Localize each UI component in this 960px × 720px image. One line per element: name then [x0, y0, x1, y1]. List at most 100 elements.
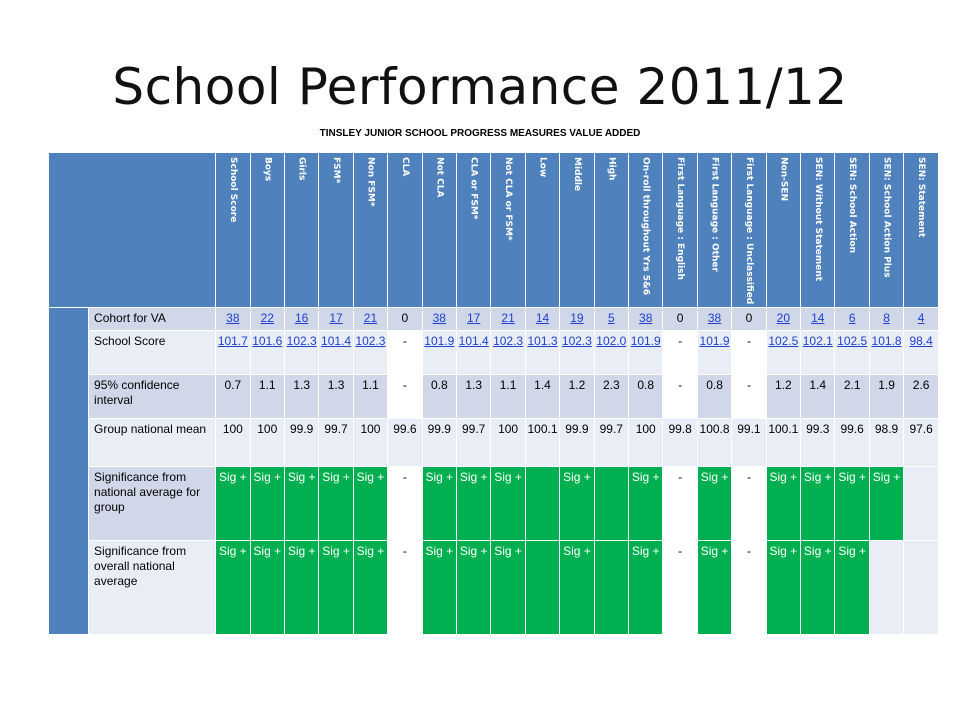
cell-value: 1.3 — [293, 378, 310, 392]
cell-value: 0 — [401, 311, 409, 325]
table-cell[interactable]: 101.9 — [421, 330, 457, 375]
table-body: Cohort for VA 38 22 16 17 21 0 38 17 21 14 19 5 38 0 38… — [47, 307, 939, 635]
table-cell: Sig + — [283, 466, 320, 541]
table-cell[interactable]: 102.1 — [800, 330, 836, 375]
table-cell[interactable]: 14 — [800, 307, 836, 331]
value-link[interactable]: 101.6 — [252, 334, 283, 348]
value-link[interactable]: 38 — [707, 311, 722, 325]
table-cell[interactable]: 20 — [765, 307, 802, 331]
value-link[interactable]: 101.3 — [527, 334, 558, 348]
table-cell[interactable]: 102.3 — [559, 330, 595, 375]
value-link[interactable]: 38 — [226, 311, 240, 325]
value-link[interactable]: 101.8 — [871, 334, 902, 348]
table-cell[interactable]: 101.9 — [696, 330, 733, 375]
value-link[interactable]: 14 — [811, 311, 825, 325]
value-link[interactable]: 102.0 — [596, 334, 627, 348]
value-link[interactable]: 101.4 — [321, 334, 352, 348]
value-link[interactable]: 102.3 — [355, 334, 386, 348]
value-link[interactable]: 102.3 — [493, 334, 524, 348]
value-link[interactable]: 19 — [570, 311, 584, 325]
table-cell: Sig + — [215, 540, 251, 635]
value-link[interactable]: 4 — [917, 311, 925, 325]
table-cell[interactable]: 22 — [249, 307, 285, 331]
value-link[interactable]: 102.5 — [837, 334, 868, 348]
table-cell[interactable]: 101.6 — [249, 330, 285, 375]
table-cell[interactable]: 17 — [318, 307, 354, 331]
table-cell[interactable]: 102.3 — [352, 330, 389, 375]
value-link[interactable]: 101.9 — [424, 334, 455, 348]
value-link[interactable]: 21 — [501, 311, 515, 325]
table-cell[interactable]: 101.4 — [318, 330, 354, 375]
value-link[interactable]: 22 — [260, 311, 274, 325]
cell-value: 100 — [257, 422, 278, 436]
table-cell[interactable]: 21 — [352, 307, 389, 331]
table-cell[interactable]: 102.3 — [490, 330, 526, 375]
value-link[interactable]: 8 — [883, 311, 890, 325]
table-cell[interactable]: 101.4 — [455, 330, 492, 375]
cell-value: 99.1 — [737, 422, 761, 436]
value-link[interactable]: 102.1 — [802, 334, 833, 348]
table-cell[interactable]: 38 — [421, 307, 457, 331]
table-cell[interactable]: 6 — [834, 307, 870, 331]
table-cell[interactable]: 21 — [490, 307, 526, 331]
table-cell[interactable]: 102.5 — [765, 330, 802, 375]
table-cell[interactable]: 5 — [593, 307, 630, 331]
column-header-label: Low — [537, 157, 548, 178]
value-link[interactable]: 21 — [363, 311, 378, 325]
table-cell[interactable]: 19 — [559, 307, 595, 331]
value-link[interactable]: 14 — [535, 311, 550, 325]
value-link[interactable]: 102.5 — [768, 334, 799, 348]
table-cell[interactable]: 101.9 — [628, 330, 664, 375]
table-cell[interactable]: 38 — [696, 307, 733, 331]
table-cell: 100 — [215, 418, 251, 467]
value-link[interactable]: 101.9 — [630, 334, 661, 348]
table-cell[interactable]: 17 — [455, 307, 492, 331]
value-link[interactable]: 101.4 — [458, 334, 489, 348]
value-link[interactable]: 17 — [467, 311, 481, 325]
cell-value: 1.1 — [258, 378, 276, 392]
table-cell[interactable]: 98.4 — [903, 330, 939, 375]
table-cell[interactable]: 14 — [524, 307, 561, 331]
value-link[interactable]: 5 — [607, 311, 615, 325]
table-cell[interactable]: 102.3 — [283, 330, 320, 375]
cell-value: 99.9 — [427, 422, 451, 436]
table-cell: Sig + — [421, 540, 457, 635]
table-cell: 99.9 — [283, 418, 320, 467]
table-cell[interactable]: 16 — [283, 307, 320, 331]
value-link[interactable]: 101.7 — [217, 334, 248, 348]
value-link[interactable]: 38 — [639, 311, 653, 325]
cell-value: - — [746, 334, 751, 348]
cell-value: - — [678, 378, 683, 392]
table-cell: Sig + — [559, 466, 595, 541]
column-header: FSM* — [318, 152, 354, 308]
cell-value: Sig + — [356, 544, 385, 558]
cell-value: Sig + — [219, 470, 247, 484]
table-cell[interactable]: 101.7 — [215, 330, 251, 375]
table-cell: Sig + — [215, 466, 251, 541]
value-link[interactable]: 16 — [294, 311, 309, 325]
cell-value: 100 — [222, 422, 243, 436]
table-cell[interactable]: 8 — [868, 307, 905, 331]
cell-value: 0.8 — [706, 378, 723, 392]
value-link[interactable]: 102.3 — [561, 334, 592, 348]
column-header-label: FSM* — [331, 157, 342, 184]
column-header-label: SEN: Statement — [916, 157, 927, 238]
table-cell[interactable]: 38 — [628, 307, 664, 331]
value-link[interactable]: 98.4 — [909, 334, 933, 348]
value-link[interactable]: 101.9 — [699, 334, 730, 348]
table-cell[interactable]: 102.5 — [834, 330, 870, 375]
value-link[interactable]: 17 — [329, 311, 343, 325]
value-link[interactable]: 6 — [848, 311, 856, 325]
table-cell: 99.8 — [662, 418, 698, 467]
table-cell — [593, 540, 630, 635]
value-link[interactable]: 38 — [432, 311, 446, 325]
table-cell[interactable]: 4 — [903, 307, 939, 331]
table-cell[interactable]: 101.8 — [868, 330, 905, 375]
table-cell[interactable]: 38 — [215, 307, 251, 331]
value-link[interactable]: 20 — [776, 311, 791, 325]
table-cell[interactable]: 101.3 — [524, 330, 561, 375]
cell-value: Sig + — [425, 544, 454, 558]
cell-value: Sig + — [425, 470, 454, 484]
value-link[interactable]: 102.3 — [286, 334, 317, 348]
table-cell[interactable]: 102.0 — [593, 330, 630, 375]
